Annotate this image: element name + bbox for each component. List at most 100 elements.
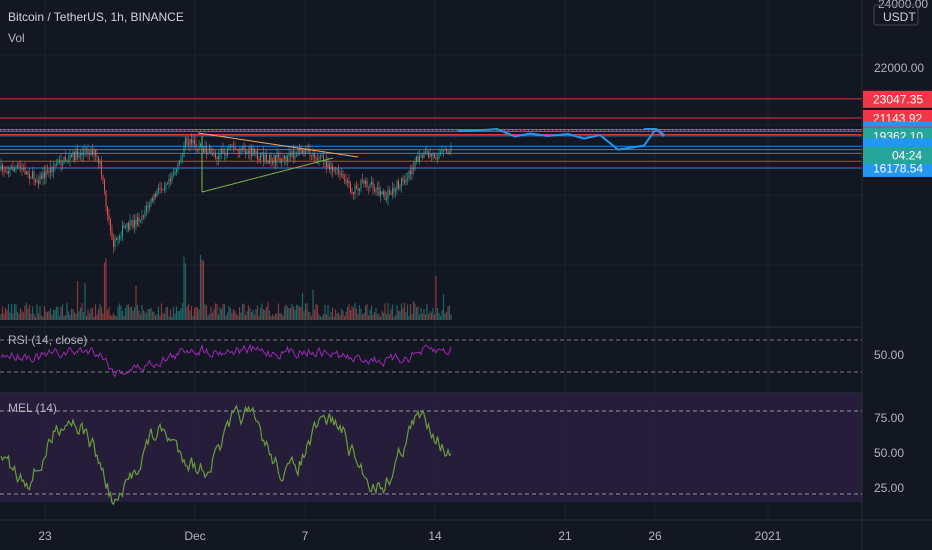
volume-bar — [258, 316, 260, 320]
candle-body — [237, 149, 239, 152]
candle-body — [75, 149, 77, 161]
volume-bar — [55, 306, 58, 320]
volume-bar — [151, 311, 154, 320]
candle-body — [195, 143, 197, 150]
volume-bar — [300, 306, 302, 320]
candle-body — [401, 178, 402, 186]
volume-bar — [78, 311, 80, 320]
candle-body — [24, 167, 26, 175]
candle-body — [392, 188, 393, 195]
candle-body — [351, 192, 353, 193]
volume-bar — [45, 311, 47, 320]
volume-bar — [370, 305, 373, 320]
volume-bar — [7, 304, 10, 320]
candle-body — [96, 155, 98, 157]
candle-body — [353, 192, 354, 194]
candle-body — [12, 166, 14, 171]
mel-legend[interactable]: MEL (14) — [8, 401, 57, 415]
rsi-legend[interactable]: RSI (14, close) — [8, 333, 88, 347]
volume-bar — [214, 303, 217, 320]
trend-drawings[interactable] — [197, 132, 359, 193]
candle-body — [354, 186, 356, 194]
time-axis-label: 2021 — [755, 529, 782, 543]
volume-bar — [4, 307, 7, 320]
candle-body — [288, 152, 290, 157]
volume-bar — [289, 307, 292, 320]
volume-bar — [162, 312, 164, 320]
volume-legend[interactable]: Vol — [8, 31, 25, 45]
currency-box[interactable] — [873, 4, 919, 26]
candle-body — [447, 151, 449, 155]
candle-body — [230, 146, 231, 148]
volume-bar — [117, 306, 119, 320]
candle-body — [57, 161, 59, 165]
volume-bar — [345, 311, 347, 320]
volume-bar — [210, 306, 212, 320]
candle-body — [399, 185, 401, 189]
volume-bar — [67, 311, 70, 320]
level-label-box[interactable] — [863, 90, 932, 108]
volume-bar — [144, 311, 146, 320]
volume-bar — [115, 316, 118, 320]
candle-body — [11, 166, 12, 168]
level-label[interactable]: 23047.35 — [873, 92, 923, 106]
candle-body — [369, 183, 371, 188]
candle-body — [174, 171, 176, 175]
candle-body — [299, 149, 300, 151]
candle-body — [372, 181, 374, 189]
currency-label[interactable]: USDT — [883, 10, 916, 24]
candle-body — [14, 168, 15, 171]
projection-arrow-tip[interactable] — [655, 128, 665, 136]
volume-bar — [282, 315, 284, 320]
volume-bar — [187, 303, 190, 320]
candle-body — [284, 155, 285, 160]
volume-bar — [409, 304, 412, 320]
candle-body — [342, 173, 344, 179]
trendline-upper[interactable] — [197, 132, 359, 158]
volume-bar — [436, 308, 439, 320]
volume-bar — [267, 301, 269, 320]
candle-body — [263, 152, 264, 162]
level-label-box[interactable] — [863, 159, 932, 177]
projection-line[interactable] — [458, 128, 665, 151]
candle-body — [47, 170, 48, 172]
candle-body — [74, 151, 75, 161]
volume-bar — [247, 305, 250, 320]
volume-bar — [123, 316, 125, 320]
candle-body — [101, 161, 102, 176]
time-axis[interactable]: 23 Dec 7 14 21 26 2021 — [38, 529, 781, 543]
candle-body — [140, 219, 141, 222]
candle-body — [227, 148, 228, 156]
volume-bar — [118, 303, 121, 320]
candle-body — [251, 147, 252, 156]
candle-body — [305, 150, 306, 155]
volume-bar — [223, 304, 226, 320]
volume-bar — [357, 313, 359, 320]
candle-body — [104, 179, 105, 191]
volume-bar — [414, 303, 416, 320]
candle-body — [206, 146, 207, 155]
price-scale[interactable]: 24000.00USDT22000.0023047.3521143.922000… — [863, 0, 932, 177]
candle-body — [42, 171, 44, 180]
trendline-lower[interactable] — [201, 157, 334, 193]
volume-bar — [192, 315, 194, 320]
volume-bar — [66, 303, 68, 320]
volume-bar — [124, 308, 127, 320]
candle-body — [422, 155, 423, 158]
candle-body — [69, 154, 71, 160]
projection-path[interactable] — [458, 128, 665, 151]
volume-bar — [337, 312, 340, 320]
volume-bar — [97, 308, 100, 320]
candle-body — [333, 169, 335, 171]
volume-bar — [96, 314, 98, 320]
volume-bar — [121, 310, 124, 320]
volume-bar — [418, 314, 421, 320]
candle-body — [18, 164, 20, 167]
volume-bar — [219, 307, 221, 320]
candle-body — [383, 191, 384, 195]
candle-body — [381, 191, 383, 195]
level-label[interactable]: 16178.54 — [873, 161, 923, 175]
symbol-title[interactable]: Bitcoin / TetherUS, 1h, BINANCE — [8, 10, 184, 24]
volume-bar — [229, 308, 232, 320]
